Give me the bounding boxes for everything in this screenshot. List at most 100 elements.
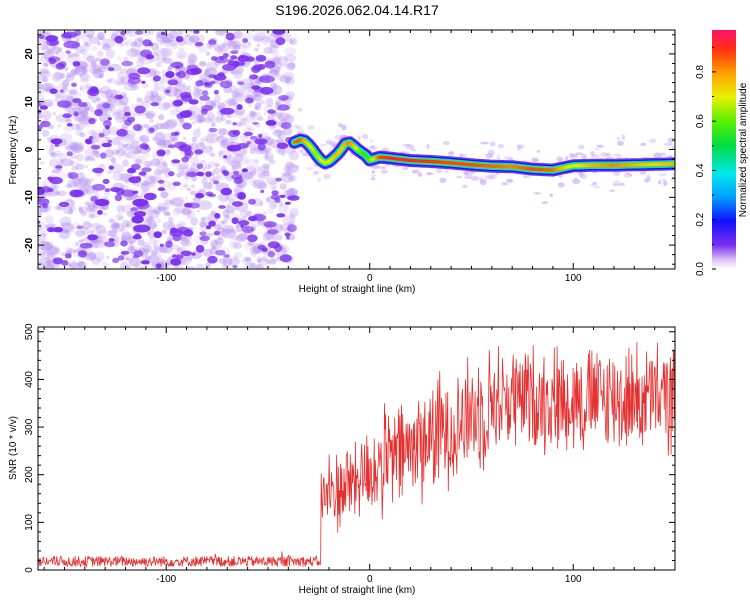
noise-speckle	[240, 198, 251, 206]
noise-speckle	[84, 165, 89, 169]
noise-speckle	[66, 151, 73, 157]
noise-speckle	[157, 96, 162, 100]
noise-speckle	[277, 147, 285, 156]
noise-speckle	[110, 93, 114, 97]
noise-speckle	[206, 111, 215, 122]
noise-speckle	[117, 142, 126, 151]
noise-speckle	[116, 90, 120, 94]
noise-speckle	[43, 62, 48, 67]
noise-speckle	[176, 50, 188, 59]
noise-speckle	[136, 201, 150, 210]
noise-speckle	[238, 78, 254, 89]
noise-speckle	[222, 208, 230, 218]
noise-speckle	[247, 234, 258, 243]
noise-speckle	[53, 150, 63, 157]
noise-speckle	[135, 158, 142, 165]
noise-speckle	[207, 255, 218, 264]
noise-speckle	[119, 227, 126, 233]
noise-speckle	[66, 72, 72, 79]
noise-speckle	[236, 143, 249, 149]
noise-speckle	[148, 215, 154, 221]
noise-speckle	[225, 119, 232, 125]
noise-speckle	[165, 89, 171, 94]
noise-speckle	[112, 221, 120, 230]
noise-speckle	[101, 43, 111, 51]
noise-speckle	[270, 185, 277, 192]
noise-speckle	[233, 30, 243, 39]
noise-speckle	[168, 199, 175, 206]
noise-speckle	[55, 94, 62, 103]
noise-speckle	[38, 74, 47, 83]
noise-speckle	[161, 31, 166, 36]
noise-speckle	[121, 236, 125, 241]
noise-speckle	[244, 165, 257, 175]
noise-speckle	[62, 206, 73, 215]
colorbar-ticks: 0.0 0.2 0.4 0.6 0.8	[695, 46, 716, 276]
noise-speckle	[152, 87, 157, 91]
noise-speckle	[165, 71, 175, 78]
noise-speckle	[75, 229, 85, 237]
noise-speckle	[79, 242, 93, 249]
noise-speckle	[151, 249, 158, 256]
noise-speckle	[278, 95, 289, 101]
noise-speckle	[123, 104, 131, 114]
noise-speckle	[148, 172, 162, 183]
noise-speckle	[126, 220, 134, 228]
noise-speckle	[109, 126, 119, 136]
noise-speckle	[266, 197, 272, 203]
noise-speckle	[144, 175, 158, 185]
noise-speckle	[231, 164, 242, 171]
noise-speckle	[114, 194, 123, 202]
ridge-halo-speckle	[621, 134, 626, 141]
noise-speckle	[54, 71, 64, 81]
noise-speckle	[249, 262, 256, 268]
noise-speckle	[46, 260, 50, 265]
ridge-halo-speckle	[653, 152, 663, 159]
noise-speckle	[49, 88, 58, 94]
noise-speckle	[132, 124, 142, 132]
noise-speckle	[208, 146, 213, 150]
ridge-halo-speckle	[549, 193, 553, 198]
noise-speckle	[137, 238, 145, 247]
noise-speckle	[288, 61, 296, 69]
noise-speckle	[100, 58, 110, 66]
noise-speckle	[174, 83, 187, 93]
noise-speckle	[66, 123, 73, 127]
noise-speckle	[247, 41, 251, 46]
noise-speckle	[279, 117, 283, 121]
noise-speckle	[133, 211, 147, 217]
ridge-halo-speckle	[369, 139, 373, 143]
noise-speckle	[38, 171, 41, 176]
noise-speckle	[251, 65, 261, 74]
noise-speckle	[111, 149, 120, 156]
noise-speckle	[197, 34, 206, 43]
ridge-halo-speckle	[402, 143, 411, 147]
noise-speckle	[72, 98, 82, 104]
noise-speckle	[131, 215, 144, 224]
noise-speckle	[172, 233, 182, 242]
noise-speckle	[125, 223, 130, 227]
noise-speckle	[229, 235, 242, 245]
ridge-halo-speckle	[306, 167, 315, 170]
noise-speckle	[38, 209, 43, 217]
noise-speckle	[179, 81, 186, 88]
noise-speckle	[119, 68, 129, 75]
noise-speckle	[69, 260, 79, 269]
noise-speckle	[213, 74, 227, 81]
noise-speckle	[116, 149, 121, 153]
noise-speckle	[202, 248, 213, 257]
ridge-halo-speckle	[290, 165, 300, 168]
noise-speckle	[160, 230, 167, 235]
noise-speckle	[231, 40, 242, 50]
noise-speckle	[147, 229, 156, 239]
noise-speckle	[60, 222, 69, 228]
noise-speckle	[197, 209, 200, 213]
noise-speckle	[263, 37, 273, 43]
noise-speckle	[161, 54, 166, 58]
noise-speckle	[52, 111, 57, 116]
noise-speckle	[65, 74, 75, 82]
noise-speckle	[64, 253, 72, 259]
noise-speckle	[152, 136, 158, 141]
noise-speckle	[199, 142, 204, 148]
